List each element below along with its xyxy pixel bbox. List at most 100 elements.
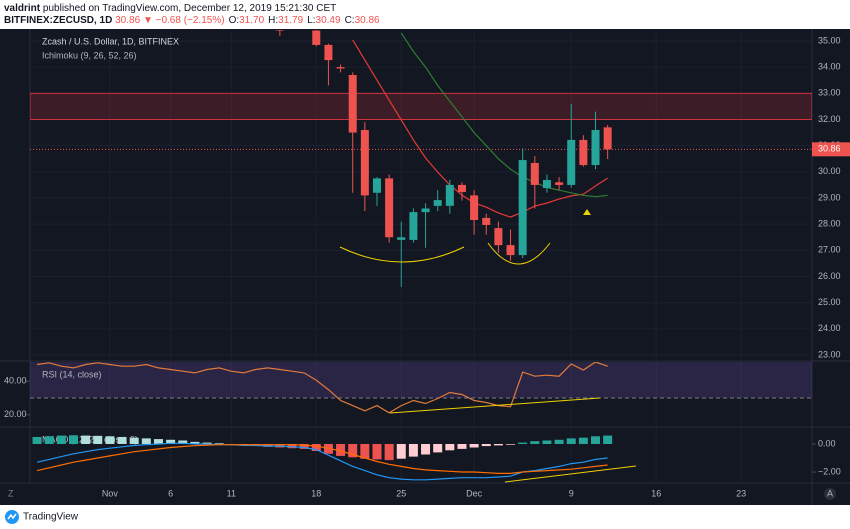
y-tick-label: 34.00 <box>818 62 841 72</box>
candle-body <box>567 139 576 185</box>
candle-body <box>506 245 515 256</box>
author: valdrint <box>4 3 41 14</box>
histogram-bar <box>457 443 467 449</box>
candle-body <box>385 178 394 238</box>
auto-scale-button[interactable] <box>824 488 836 500</box>
histogram-bar <box>578 437 588 444</box>
x-tick-label: Nov <box>102 488 119 498</box>
histogram-bar <box>396 443 406 459</box>
x-tick-label: 25 <box>396 488 406 498</box>
x-tick-label: 6 <box>168 488 173 498</box>
logo-mark <box>7 513 17 520</box>
histogram-bar <box>56 435 66 444</box>
y-tick-label: 30.00 <box>818 166 841 176</box>
candle-body <box>518 160 527 256</box>
histogram-bar <box>530 441 540 444</box>
plot-area <box>30 30 812 287</box>
cup-drawing <box>339 246 465 263</box>
histogram-bar <box>214 443 224 444</box>
histogram-bar <box>129 437 139 444</box>
trend-line <box>504 465 637 483</box>
histogram-bar <box>68 435 78 444</box>
candle-body <box>275 30 284 31</box>
histogram-bar <box>408 443 418 457</box>
histogram-bar <box>542 440 552 444</box>
line-series <box>400 32 608 198</box>
change: ▼ −0.68 (−2.15%) <box>143 15 225 26</box>
candle-body <box>409 212 418 240</box>
candle-body <box>445 184 454 206</box>
y-tick-label: 40.00 <box>4 376 27 386</box>
histogram-bar <box>178 440 188 444</box>
logo: TradingView <box>5 510 79 524</box>
y-tick-label: 20.00 <box>4 409 27 419</box>
y-tick-label: 28.00 <box>818 219 841 229</box>
histogram-bar <box>263 443 273 447</box>
candle-body <box>555 182 564 185</box>
x-tick-label: 18 <box>311 488 321 498</box>
price-label-box <box>812 142 850 157</box>
zone <box>30 92 812 121</box>
y-tick-label: 25.00 <box>818 297 841 307</box>
candle-body <box>372 178 381 193</box>
candle-body <box>494 228 503 246</box>
candle-body <box>336 67 345 69</box>
ohlc-value: 31.79 <box>278 15 303 26</box>
candle-body <box>324 44 333 61</box>
arrow-marker <box>583 209 591 215</box>
histogram-bar <box>93 435 103 444</box>
y-tick-label: 24.00 <box>818 323 841 333</box>
scale-button[interactable]: Z <box>8 488 14 498</box>
symbol: BITFINEX:ZECUSD, 1D <box>4 15 112 26</box>
histogram-bar <box>481 443 491 447</box>
histogram-bar <box>190 441 200 444</box>
histogram-bar <box>141 438 151 444</box>
histogram-bar <box>554 439 564 444</box>
trend-line <box>389 397 601 414</box>
drawings <box>339 242 637 483</box>
candle-body <box>591 129 600 166</box>
ohlc-value: 31.70 <box>239 15 264 26</box>
indicator-label: Ichimoku (9, 26, 52, 26) <box>42 50 137 60</box>
histogram-bar <box>117 436 127 444</box>
header-bar <box>0 0 850 29</box>
candle-body <box>348 75 357 133</box>
candle-body <box>470 195 479 220</box>
histogram-bar <box>105 436 115 444</box>
histogram-bar <box>372 443 382 460</box>
candle-body <box>312 30 321 45</box>
price-label: 30.86 <box>818 144 841 154</box>
candle-body <box>397 237 406 240</box>
histogram-bar <box>566 438 576 444</box>
ohlc-value: 30.49 <box>316 15 341 26</box>
footer-bar <box>0 505 850 529</box>
histogram-bar <box>433 443 443 453</box>
histogram-bar <box>166 439 176 444</box>
candle-body <box>433 200 442 206</box>
plot-area <box>30 362 812 414</box>
symbol-line: BITFINEX:ZECUSD, 1D 30.86 ▼ −0.68 (−2.15… <box>4 15 380 26</box>
histogram-bar <box>323 443 333 454</box>
brand: TradingView <box>23 512 79 523</box>
candle-body <box>457 184 466 192</box>
histogram-bar <box>360 443 370 459</box>
x-tick-label: 9 <box>569 488 574 498</box>
cup-drawing <box>487 242 551 265</box>
published: published on TradingView.com, December 1… <box>43 3 336 14</box>
histogram-bar <box>32 436 42 444</box>
histogram-bar <box>348 443 358 458</box>
ohlc-key: O: <box>229 15 240 26</box>
y-tick-label: 0.00 <box>818 438 836 448</box>
chart-layer: Nov6111825Dec9162335.0034.0033.0032.0031… <box>4 30 850 498</box>
auto-scale-label[interactable]: A <box>827 488 833 498</box>
histogram-bar <box>153 439 163 444</box>
y-tick-label: 33.00 <box>818 88 841 98</box>
histogram-bar <box>81 435 91 444</box>
y-tick-label: 23.00 <box>818 349 841 359</box>
line-series <box>36 444 608 474</box>
x-tick-label: 11 <box>227 488 236 498</box>
x-tick-label: 23 <box>736 488 746 498</box>
plot-area <box>32 435 613 481</box>
